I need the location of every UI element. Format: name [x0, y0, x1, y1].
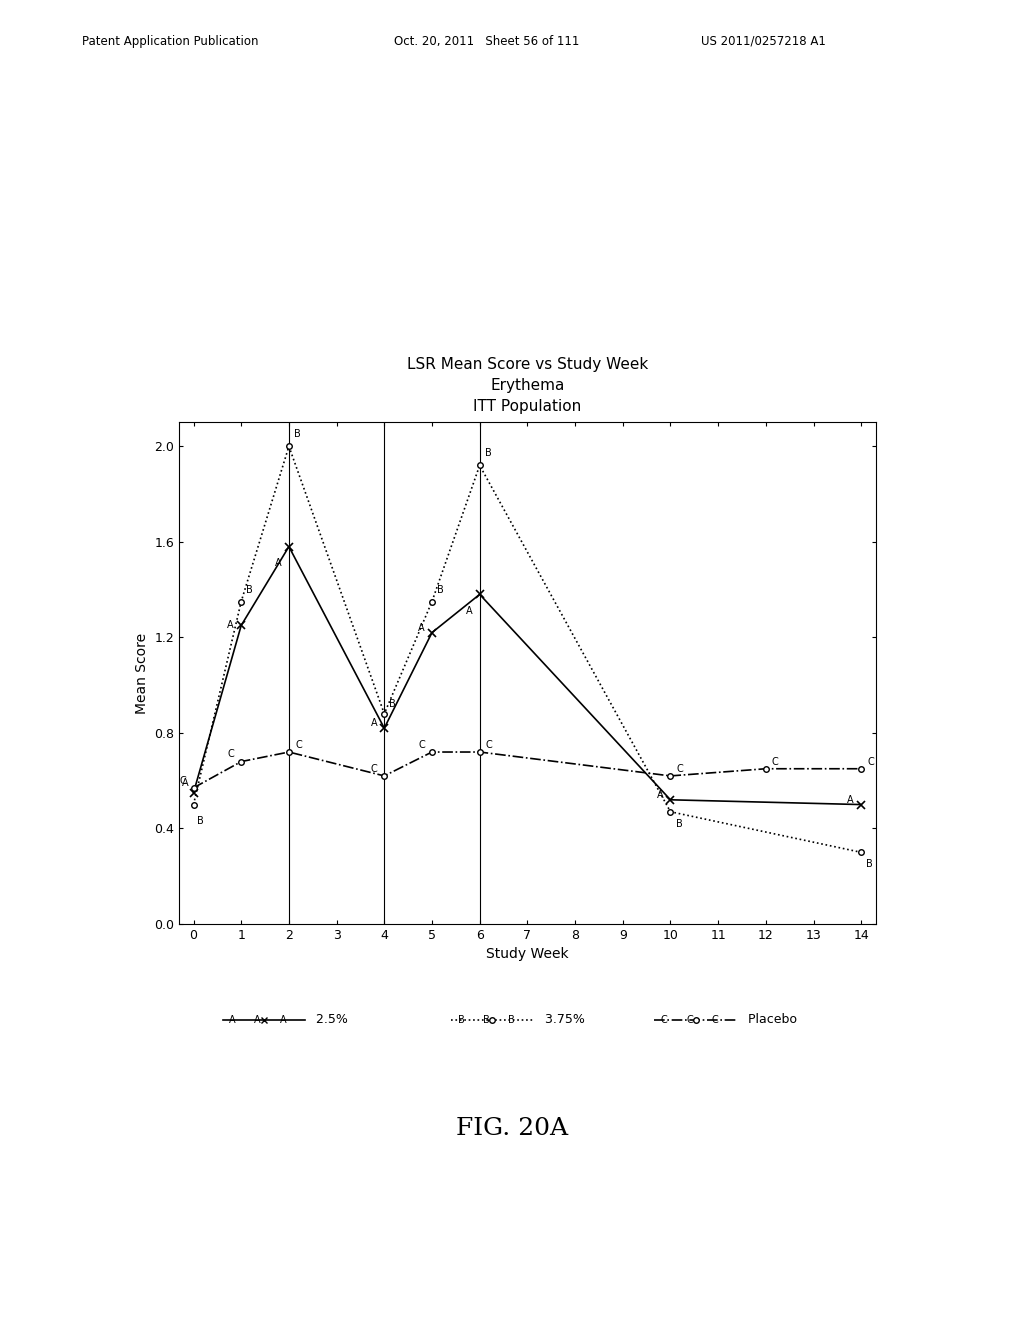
Text: FIG. 20A: FIG. 20A — [456, 1117, 568, 1140]
Text: B: B — [247, 585, 253, 594]
Text: B: B — [198, 816, 204, 826]
Text: A: A — [848, 795, 854, 805]
Text: A: A — [371, 718, 377, 729]
Text: A: A — [466, 606, 472, 616]
Title: LSR Mean Score vs Study Week
Erythema
ITT Population: LSR Mean Score vs Study Week Erythema IT… — [407, 358, 648, 414]
Text: C: C — [677, 764, 683, 774]
Text: A: A — [181, 777, 188, 788]
Text: C: C — [660, 1015, 668, 1024]
Text: C: C — [485, 739, 493, 750]
Text: C: C — [712, 1015, 718, 1024]
Text: B: B — [866, 859, 873, 870]
Text: B: B — [676, 818, 682, 829]
Text: B: B — [483, 1015, 489, 1024]
Text: 2.5%: 2.5% — [308, 1014, 348, 1026]
Text: B: B — [294, 429, 301, 440]
Text: A: A — [656, 789, 664, 800]
Text: C: C — [227, 750, 234, 759]
Text: A: A — [254, 1015, 261, 1024]
Text: US 2011/0257218 A1: US 2011/0257218 A1 — [701, 34, 826, 48]
Text: Oct. 20, 2011   Sheet 56 of 111: Oct. 20, 2011 Sheet 56 of 111 — [394, 34, 580, 48]
Text: C: C — [772, 756, 778, 767]
Text: B: B — [458, 1015, 464, 1024]
Text: A: A — [280, 1015, 287, 1024]
Text: Placebo: Placebo — [740, 1014, 797, 1026]
Text: B: B — [485, 449, 492, 458]
Text: A: A — [418, 623, 425, 632]
Text: C: C — [295, 739, 302, 750]
Text: 3.75%: 3.75% — [537, 1014, 585, 1026]
Text: A: A — [275, 558, 282, 569]
Text: C: C — [371, 764, 377, 774]
Text: B: B — [508, 1015, 515, 1024]
Text: A: A — [229, 1015, 236, 1024]
Text: C: C — [179, 776, 186, 785]
Text: B: B — [389, 700, 396, 709]
Text: A: A — [227, 620, 234, 631]
Text: C: C — [418, 739, 425, 750]
Text: B: B — [437, 585, 444, 594]
X-axis label: Study Week: Study Week — [486, 948, 568, 961]
Text: C: C — [686, 1015, 693, 1024]
Y-axis label: Mean Score: Mean Score — [135, 632, 148, 714]
Text: C: C — [867, 756, 874, 767]
Text: Patent Application Publication: Patent Application Publication — [82, 34, 258, 48]
